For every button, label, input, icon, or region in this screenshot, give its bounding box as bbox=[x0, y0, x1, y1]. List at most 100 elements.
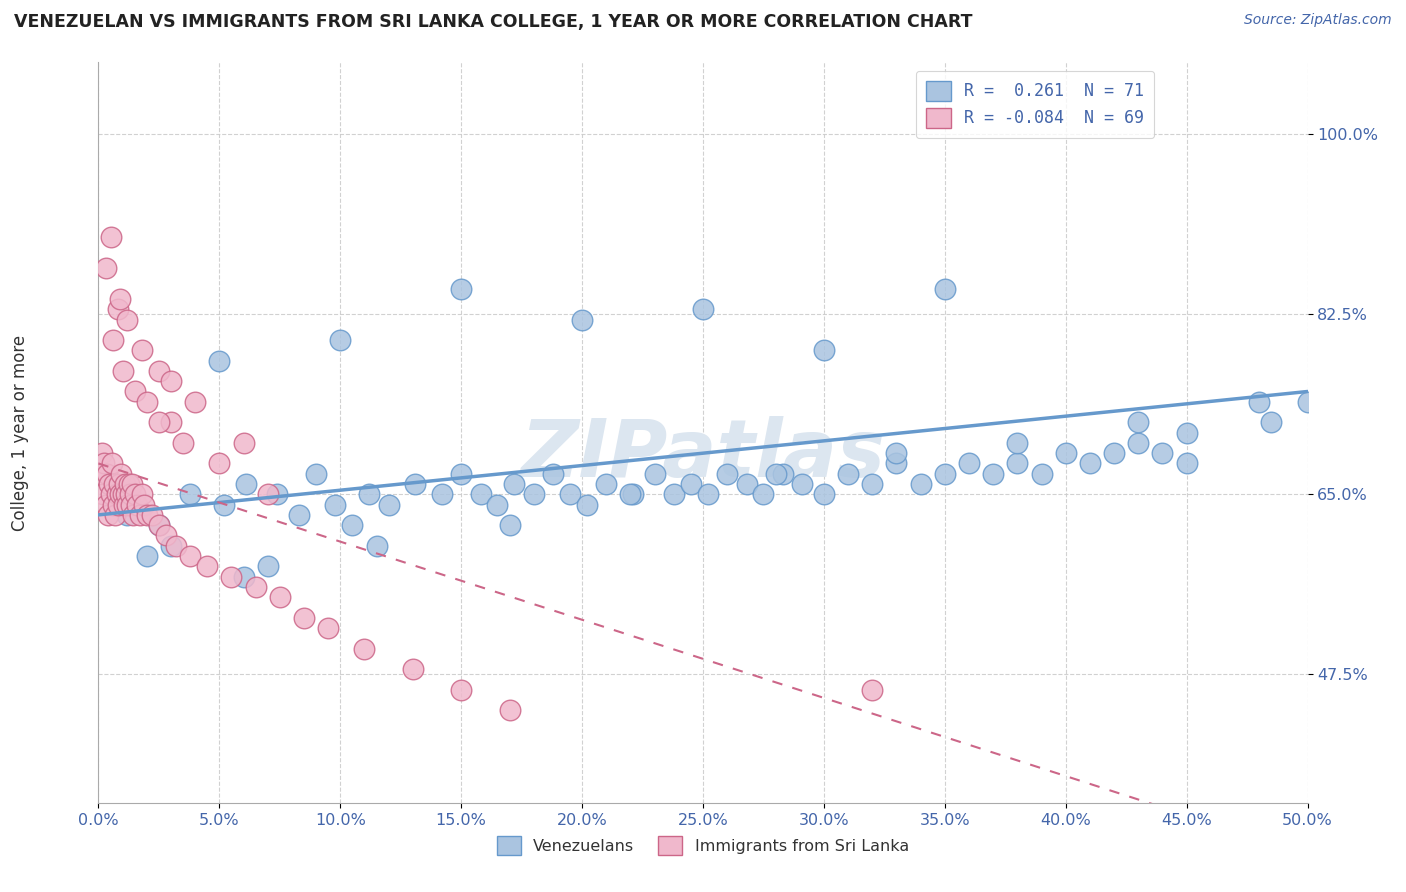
Point bbox=[104, 508, 127, 522]
Point bbox=[101, 333, 124, 347]
Point bbox=[256, 487, 278, 501]
Point bbox=[498, 518, 520, 533]
Point bbox=[131, 487, 153, 501]
Point bbox=[111, 364, 134, 378]
Point bbox=[212, 498, 235, 512]
Point bbox=[148, 364, 170, 378]
Point bbox=[110, 467, 132, 481]
Point bbox=[108, 477, 131, 491]
Point bbox=[100, 457, 122, 471]
Point bbox=[957, 457, 980, 471]
Point bbox=[860, 477, 883, 491]
Point bbox=[184, 394, 207, 409]
Point bbox=[498, 703, 520, 717]
Point bbox=[1054, 446, 1077, 460]
Point bbox=[160, 415, 183, 429]
Point bbox=[765, 467, 787, 481]
Point bbox=[288, 508, 311, 522]
Point bbox=[813, 343, 835, 358]
Point bbox=[662, 487, 685, 501]
Point bbox=[813, 487, 835, 501]
Point bbox=[179, 549, 201, 563]
Point bbox=[121, 477, 143, 491]
Point bbox=[266, 487, 288, 501]
Point bbox=[1175, 457, 1198, 471]
Point bbox=[716, 467, 738, 481]
Point bbox=[124, 487, 146, 501]
Point bbox=[124, 384, 146, 399]
Point bbox=[1031, 467, 1053, 481]
Point bbox=[353, 641, 375, 656]
Point bbox=[558, 487, 581, 501]
Point bbox=[329, 333, 352, 347]
Point bbox=[111, 487, 134, 501]
Point bbox=[1260, 415, 1282, 429]
Point bbox=[97, 508, 120, 522]
Point bbox=[127, 498, 149, 512]
Point bbox=[117, 498, 139, 512]
Point bbox=[366, 539, 388, 553]
Point bbox=[450, 282, 472, 296]
Point bbox=[595, 477, 617, 491]
Point bbox=[148, 518, 170, 533]
Point bbox=[575, 498, 598, 512]
Point bbox=[772, 467, 794, 481]
Point bbox=[120, 498, 142, 512]
Point bbox=[470, 487, 492, 501]
Point bbox=[94, 261, 117, 276]
Point bbox=[195, 559, 218, 574]
Point bbox=[235, 477, 257, 491]
Point bbox=[115, 487, 138, 501]
Point bbox=[934, 467, 956, 481]
Point bbox=[404, 477, 426, 491]
Point bbox=[141, 508, 163, 522]
Point bbox=[108, 292, 131, 306]
Point bbox=[90, 467, 112, 481]
Point bbox=[886, 446, 908, 460]
Point bbox=[1078, 457, 1101, 471]
Point bbox=[105, 487, 128, 501]
Point bbox=[503, 477, 526, 491]
Point bbox=[148, 415, 170, 429]
Point bbox=[402, 662, 425, 676]
Point bbox=[377, 498, 399, 512]
Point bbox=[752, 487, 775, 501]
Point bbox=[430, 487, 453, 501]
Point bbox=[94, 498, 117, 512]
Point bbox=[135, 549, 157, 563]
Point bbox=[450, 682, 472, 697]
Point bbox=[1128, 436, 1150, 450]
Point bbox=[1128, 415, 1150, 429]
Point bbox=[232, 569, 254, 583]
Point bbox=[696, 487, 718, 501]
Point bbox=[101, 498, 124, 512]
Point bbox=[1249, 394, 1271, 409]
Point bbox=[981, 467, 1004, 481]
Point bbox=[148, 518, 170, 533]
Point bbox=[91, 487, 114, 501]
Point bbox=[886, 457, 908, 471]
Point bbox=[221, 569, 243, 583]
Point bbox=[114, 477, 136, 491]
Point bbox=[91, 446, 114, 460]
Point bbox=[128, 508, 150, 522]
Point bbox=[1296, 394, 1319, 409]
Point bbox=[359, 487, 381, 501]
Point bbox=[118, 477, 141, 491]
Point bbox=[619, 487, 641, 501]
Point bbox=[792, 477, 814, 491]
Point bbox=[100, 230, 122, 244]
Legend: Venezuelans, Immigrants from Sri Lanka: Venezuelans, Immigrants from Sri Lanka bbox=[491, 830, 915, 862]
Point bbox=[179, 487, 201, 501]
Point bbox=[108, 487, 131, 501]
Point bbox=[93, 457, 115, 471]
Point bbox=[325, 498, 347, 512]
Point bbox=[98, 477, 121, 491]
Point bbox=[100, 487, 122, 501]
Point bbox=[1152, 446, 1174, 460]
Point bbox=[450, 467, 472, 481]
Point bbox=[117, 508, 139, 522]
Point bbox=[305, 467, 328, 481]
Point bbox=[232, 436, 254, 450]
Point bbox=[735, 477, 758, 491]
